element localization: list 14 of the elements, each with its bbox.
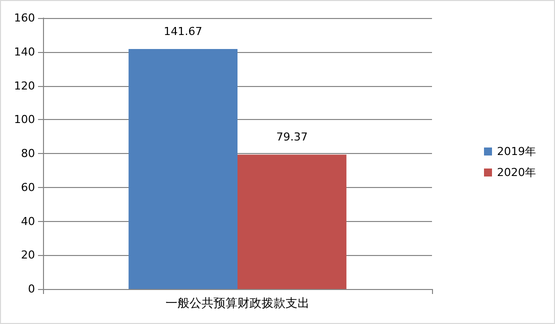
y-tick-label: 40 (21, 214, 35, 228)
legend-label: 2019年 (497, 145, 536, 158)
y-tick-label: 120 (14, 79, 35, 92)
y-tick-label: 0 (28, 282, 35, 296)
data-label: 141.67 (164, 25, 202, 38)
x-tick-label: 一般公共预算财政拨款支出 (166, 296, 310, 310)
y-tick-label: 20 (21, 248, 35, 262)
y-tick-label: 60 (21, 180, 35, 194)
y-tick-label: 80 (21, 147, 35, 160)
y-tick-label: 140 (14, 45, 35, 58)
data-label: 79.37 (276, 130, 308, 144)
y-tick-label: 100 (14, 113, 35, 126)
y-tick-label: 160 (14, 12, 35, 24)
legend-label: 2020年 (497, 166, 536, 179)
